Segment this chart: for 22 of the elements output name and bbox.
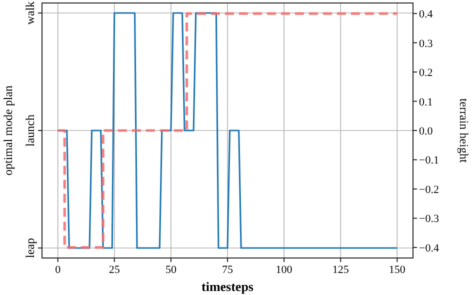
y2-tick-label: 0.0 (419, 126, 434, 138)
y-axis-title: optimal mode plan (1, 86, 15, 176)
text: leap (23, 238, 37, 258)
x-tick-label: 100 (276, 264, 293, 276)
x-tick-label: 75 (222, 264, 234, 276)
y2-tick-label: −0.4 (419, 242, 440, 254)
text: launch (23, 114, 37, 146)
x-tick-label: 150 (388, 264, 406, 276)
x-tick-label: 125 (332, 264, 350, 276)
y2-tick-label: 0.4 (419, 8, 434, 21)
y2-tick-label: 0.1 (419, 96, 433, 108)
x-axis-title: timesteps (202, 279, 254, 294)
text: walk (23, 1, 37, 25)
y2-tick-label: −0.1 (419, 154, 439, 167)
x-tick-label: 25 (108, 264, 120, 276)
x-tick-label: 50 (165, 264, 177, 276)
y2-tick-label: −0.3 (419, 213, 440, 226)
y2-tick-label: −0.2 (419, 184, 439, 196)
x-tick-label: 0 (55, 264, 62, 276)
y2-tick-label: 0.3 (419, 38, 434, 50)
y2-axis-title: terrain height (457, 98, 471, 164)
y2-tick-label: 0.2 (419, 67, 433, 80)
